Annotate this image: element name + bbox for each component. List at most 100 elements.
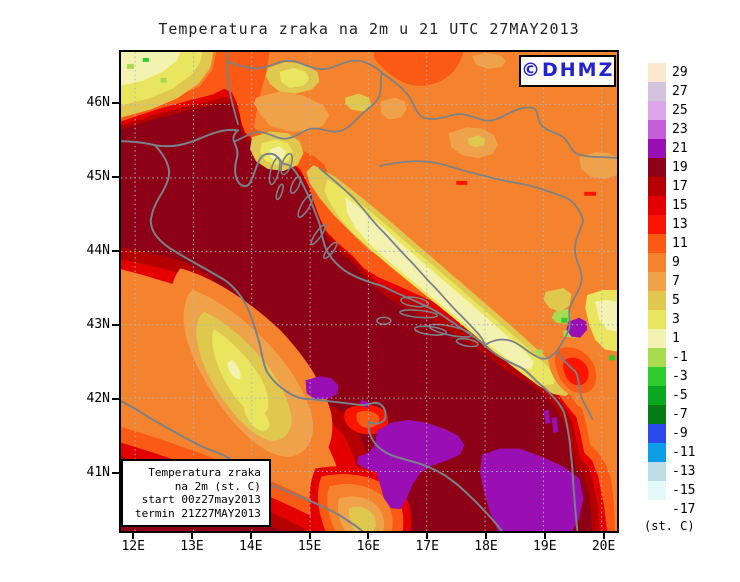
colorbar-label--3: -3: [672, 369, 688, 384]
lat-tick-label-46N: 46N: [86, 95, 110, 110]
colorbar-swatch-27: [648, 82, 666, 101]
colorbar-label-13: 13: [672, 217, 688, 232]
colorbar-swatch-29: [648, 63, 666, 82]
colorbar-label-25: 25: [672, 103, 688, 118]
colorbar-swatch-5: [648, 291, 666, 310]
lon-tick-18E: [485, 533, 487, 539]
croatia-coast: [232, 129, 579, 531]
lon-tick-13E: [191, 533, 193, 539]
colorbar-row-29: 29: [648, 63, 695, 82]
colorbar-row-19: 19: [648, 158, 695, 177]
colorbar-row--17: -17: [648, 500, 695, 519]
lat-tick-41N: [112, 472, 119, 474]
colorbar-row-11: 11: [648, 234, 695, 253]
colorbar-unit-label: (st. C): [644, 519, 695, 533]
colorbar-label--5: -5: [672, 388, 688, 403]
colorbar-label--11: -11: [672, 445, 696, 460]
lon-tick-label-17E: 17E: [415, 539, 439, 554]
country-borders: [226, 52, 617, 420]
colorbar-label-1: 1: [672, 331, 680, 346]
colorbar-row-7: 7: [648, 272, 695, 291]
colorbar-swatch-9: [648, 253, 666, 272]
colorbar-swatch--11: [648, 443, 666, 462]
colorbar-swatch--17: [648, 500, 666, 519]
colorbar-label-5: 5: [672, 293, 680, 308]
colorbar-row--1: -1: [648, 348, 695, 367]
lat-tick-label-43N: 43N: [86, 317, 110, 332]
colorbar-label-21: 21: [672, 141, 688, 156]
colorbar-swatch--7: [648, 405, 666, 424]
lat-tick-label-42N: 42N: [86, 391, 110, 406]
lon-tick-16E: [367, 533, 370, 539]
colorbar-swatch-21: [648, 139, 666, 158]
colorbar-row-23: 23: [648, 120, 695, 139]
colorbar-swatch--13: [648, 462, 666, 481]
lon-tick-label-18E: 18E: [474, 539, 498, 554]
colorbar-swatch-13: [648, 215, 666, 234]
colorbar-label-27: 27: [672, 84, 688, 99]
lon-tick-label-12E: 12E: [121, 539, 145, 554]
colorbar-row-27: 27: [648, 82, 695, 101]
colorbar-swatch--5: [648, 386, 666, 405]
lat-tick-42N: [112, 398, 119, 400]
colorbar-row-15: 15: [648, 196, 695, 215]
lat-tick-45N: [112, 176, 119, 178]
colorbar-swatch-15: [648, 196, 666, 215]
colorbar-label--17: -17: [672, 502, 696, 517]
colorbar-row-5: 5: [648, 291, 695, 310]
colorbar-row-9: 9: [648, 253, 695, 272]
colorbar-swatch--9: [648, 424, 666, 443]
colorbar-swatch-3: [648, 310, 666, 329]
colorbar-row-3: 3: [648, 310, 695, 329]
info-box-line-1: Temperatura zraka: [148, 466, 261, 479]
colorbar-label--1: -1: [672, 350, 688, 365]
lon-tick-12E: [132, 533, 135, 539]
colorbar-row--5: -5: [648, 386, 695, 405]
colorbar-swatch-17: [648, 177, 666, 196]
lat-tick-43N: [112, 324, 119, 326]
colorbar-swatch--3: [648, 367, 666, 386]
colorbar-label--15: -15: [672, 483, 696, 498]
colorbar-row--7: -7: [648, 405, 695, 424]
colorbar-row--15: -15: [648, 481, 695, 500]
colorbar-label-3: 3: [672, 312, 680, 327]
colorbar-row--9: -9: [648, 424, 695, 443]
colorbar-row--11: -11: [648, 443, 695, 462]
info-box-line-2: na 2m (st. C): [174, 479, 261, 493]
colorbar-swatch--1: [648, 348, 666, 367]
colorbar-label-9: 9: [672, 255, 680, 270]
colorbar-label-11: 11: [672, 236, 688, 251]
colorbar-label-19: 19: [672, 160, 688, 175]
lon-tick-20E: [602, 533, 605, 539]
lon-tick-19E: [543, 533, 546, 539]
lon-tick-label-19E: 19E: [533, 539, 557, 554]
lon-tick-label-13E: 13E: [180, 539, 204, 554]
page-title: Temperatura zraka na 2m u 21 UTC 27MAY20…: [158, 20, 580, 38]
italy-adriatic-coast: [149, 144, 503, 531]
colorbar-swatch-11: [648, 234, 666, 253]
colorbar-swatch-25: [648, 101, 666, 120]
dhmz-watermark: ©DHMZ: [519, 55, 616, 87]
lat-tick-46N: [112, 102, 119, 104]
lon-tick-label-15E: 15E: [297, 539, 322, 554]
dhmz-watermark-text: ©DHMZ: [521, 59, 615, 81]
lon-tick-14E: [249, 533, 252, 539]
colorbar-swatch--15: [648, 481, 666, 500]
colorbar-label--7: -7: [672, 407, 688, 422]
colorbar-swatch-1: [648, 329, 666, 348]
lon-tick-label-14E: 14E: [239, 539, 263, 554]
colorbar-row-25: 25: [648, 101, 695, 120]
colorbar-swatch-19: [648, 158, 666, 177]
lon-tick-15E: [308, 533, 311, 539]
lat-tick-label-44N: 44N: [86, 243, 110, 258]
map-frame: ©DHMZ Temperatura zraka na 2m (st. C) star…: [119, 50, 619, 533]
colorbar-label-17: 17: [672, 179, 688, 194]
info-box: Temperatura zraka na 2m (st. C) start 00z2…: [121, 459, 271, 527]
info-box-line-4: termin 21Z27MAY2013: [135, 506, 261, 520]
lat-tick-44N: [112, 250, 119, 252]
north-adriatic-coast: [121, 128, 240, 148]
temperature-colorbar: 29 27 25 23 21 19 17 15 13 11 9 7 5 3 1 -1 -3 -5 -7 -9 -11 -1…: [648, 63, 695, 519]
colorbar-label-7: 7: [672, 274, 680, 289]
colorbar-label-15: 15: [672, 198, 688, 213]
